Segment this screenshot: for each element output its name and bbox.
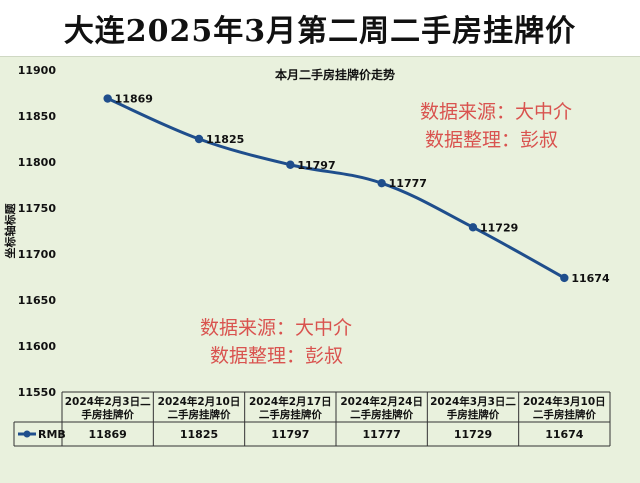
data-point (468, 223, 478, 232)
data-point (103, 94, 112, 103)
data-point (286, 160, 295, 169)
watermark-text: 数据整理：彭叔 (425, 129, 558, 151)
table-value: 11674 (545, 428, 584, 441)
y-axis-label: 坐标轴标题 (3, 203, 17, 259)
data-point (560, 273, 569, 283)
legend-marker (23, 430, 31, 438)
table-value: 11729 (454, 428, 492, 441)
category-label: 2024年2月17日 (249, 395, 332, 408)
y-tick-label: 11600 (18, 340, 57, 353)
y-tick-label: 11850 (18, 110, 57, 123)
series-line-rmb (106, 97, 566, 280)
header-bar: 大连2025年3月第二周二手房挂牌价 (0, 0, 640, 57)
table-value: 11797 (271, 428, 309, 441)
table-value: 11777 (363, 428, 401, 441)
category-label: 二手房挂牌价 (350, 408, 413, 421)
line-chart: 本月二手房挂牌价走势 坐标轴标题 11900 11850 11800 11750 117… (3, 64, 611, 447)
data-label: 11797 (297, 159, 335, 172)
data-label: 11777 (389, 177, 427, 190)
data-label: 11825 (206, 133, 244, 146)
data-label: 11869 (115, 93, 153, 106)
category-label: 二手房挂牌价 (533, 408, 596, 421)
chart-title: 本月二手房挂牌价走势 (275, 67, 395, 82)
category-label: 二手房挂牌价 (168, 408, 231, 421)
watermark-text: 数据整理：彭叔 (210, 345, 343, 367)
category-label: 手房挂牌价 (81, 408, 134, 421)
data-label: 11674 (571, 272, 610, 285)
category-label: 2024年2月3日二 (65, 395, 151, 408)
y-tick-label: 11800 (18, 156, 57, 169)
watermark-text: 数据来源：大中介 (200, 317, 352, 339)
category-label: 二手房挂牌价 (259, 408, 322, 421)
category-label: 2024年2月24日 (340, 395, 423, 408)
y-tick-label: 11550 (18, 386, 57, 399)
category-label: 2024年3月3日二 (430, 395, 516, 408)
y-tick-label: 11900 (18, 64, 57, 77)
category-label: 手房挂牌价 (447, 408, 500, 421)
watermark-text: 数据来源：大中介 (420, 101, 572, 123)
table-value: 11869 (89, 428, 127, 441)
y-tick-label: 11750 (18, 202, 57, 215)
y-tick-label: 11650 (18, 294, 57, 307)
data-point (194, 134, 204, 144)
table-value: 11825 (180, 428, 218, 441)
y-tick-label: 11700 (18, 248, 57, 261)
page-title: 大连2025年3月第二周二手房挂牌价 (63, 14, 577, 49)
category-label: 2024年2月10日 (158, 395, 241, 408)
category-label: 2024年3月10日 (523, 395, 606, 408)
data-label: 11729 (480, 221, 518, 234)
chart-area: 本月二手房挂牌价走势 坐标轴标题 11900 11850 11800 11750 117… (0, 57, 640, 483)
data-point (377, 178, 386, 188)
legend-label: RMB (38, 428, 66, 441)
